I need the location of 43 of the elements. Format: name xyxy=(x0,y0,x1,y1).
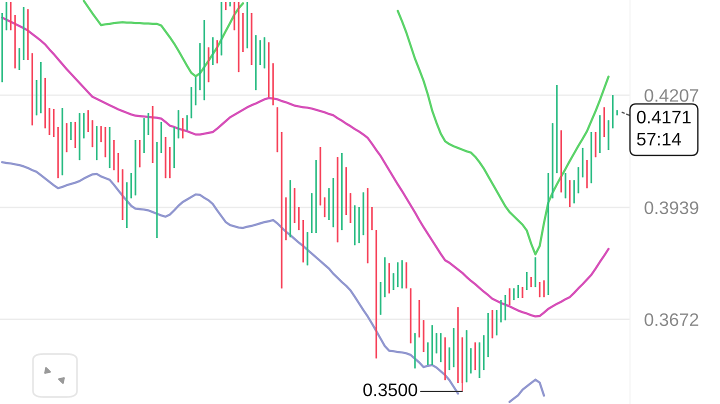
y-tick-label: 0.4207 xyxy=(644,89,698,102)
candlestick xyxy=(182,118,184,139)
candlestick xyxy=(500,300,502,323)
candlestick xyxy=(392,272,394,291)
candlestick xyxy=(285,196,287,241)
candlestick xyxy=(414,332,416,369)
candlestick xyxy=(457,306,459,384)
line-series xyxy=(1,16,610,318)
candlestick xyxy=(478,342,480,379)
candlestick xyxy=(517,284,520,299)
candlestick xyxy=(543,280,545,298)
candlestick xyxy=(113,139,115,171)
candlestick xyxy=(134,139,136,196)
candlestick xyxy=(216,40,218,64)
candlestick xyxy=(148,112,150,136)
candlestick xyxy=(220,2,222,56)
candlestick xyxy=(328,188,330,221)
candlestick xyxy=(264,36,266,69)
candlestick xyxy=(298,206,300,231)
candlestick xyxy=(100,126,102,143)
candlestick xyxy=(18,48,20,71)
candlestick xyxy=(186,114,188,131)
y-tick-label: 0.3939 xyxy=(644,201,698,214)
candlestick xyxy=(178,110,180,139)
text: 57:14 xyxy=(637,132,681,146)
candlestick xyxy=(522,286,524,299)
text: 0.4171 xyxy=(637,110,691,124)
candlestick xyxy=(573,180,575,204)
candlestick xyxy=(199,42,201,91)
candlestick xyxy=(156,142,158,239)
candlestick xyxy=(564,172,566,199)
candlestick xyxy=(350,192,352,224)
candlestick xyxy=(538,281,541,298)
candlestick xyxy=(608,120,610,151)
candlestick xyxy=(306,232,308,266)
candlestick xyxy=(436,332,438,354)
candlestick xyxy=(242,12,244,53)
candlestick xyxy=(371,206,373,231)
candlestick xyxy=(70,121,72,141)
candlestick xyxy=(586,160,588,189)
candlestick xyxy=(87,110,89,133)
y-tick-label: 0.3672 xyxy=(644,313,698,326)
annotation: 0.3500 xyxy=(363,383,418,396)
